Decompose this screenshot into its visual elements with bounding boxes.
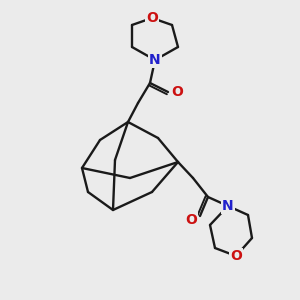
Text: O: O — [230, 249, 242, 263]
Text: O: O — [146, 11, 158, 25]
Text: O: O — [185, 213, 197, 227]
Text: N: N — [149, 53, 161, 67]
Text: O: O — [171, 85, 183, 99]
Text: N: N — [222, 199, 234, 213]
